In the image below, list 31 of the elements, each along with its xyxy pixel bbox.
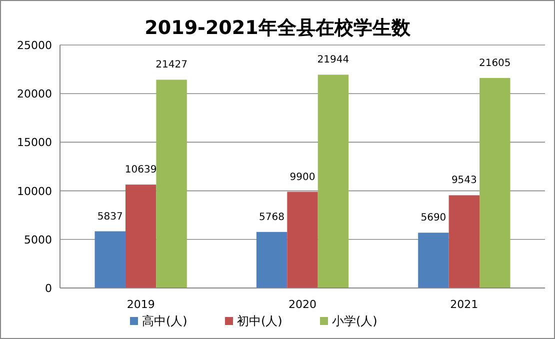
y-tick-label: 10000	[17, 184, 52, 198]
data-label: 5690	[420, 212, 446, 224]
bar	[94, 231, 126, 288]
bar	[480, 78, 510, 288]
chart-title: 2019-2021年全县在校学生数	[144, 17, 412, 39]
data-label: 5768	[259, 212, 285, 223]
y-tick-label: 20000	[17, 88, 52, 101]
data-label: 10639	[124, 164, 157, 176]
data-label: 9543	[451, 175, 477, 186]
bar	[318, 74, 349, 288]
y-tick-label: 0	[45, 282, 52, 295]
x-tick-label: 2020	[288, 298, 316, 311]
legend-label: 高中(人)	[142, 314, 188, 328]
legend-label: 初中(人)	[237, 314, 282, 328]
y-tick-label: 5000	[24, 233, 52, 246]
bar	[156, 80, 187, 288]
data-label: 5837	[97, 211, 123, 222]
x-tick-label: 2021	[450, 298, 478, 311]
data-label: 21605	[478, 58, 511, 69]
x-tick-label: 2019	[126, 298, 155, 311]
y-tick-label: 25000	[17, 39, 52, 52]
bar	[125, 184, 156, 288]
bar	[448, 195, 480, 288]
bar	[287, 192, 318, 288]
data-label: 21427	[156, 60, 188, 71]
data-label: 21944	[317, 54, 350, 66]
y-tick-label: 15000	[17, 136, 52, 150]
data-label: 9900	[290, 172, 316, 183]
bar	[418, 232, 449, 288]
legend-label: 小学(人)	[332, 314, 378, 328]
bar	[256, 232, 288, 288]
